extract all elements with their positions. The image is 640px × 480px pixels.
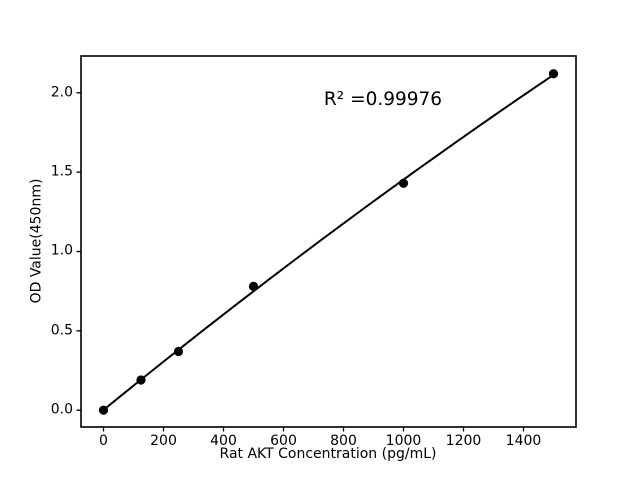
x-tick-label: 1200 <box>445 433 482 449</box>
y-axis-label: OD Value(450nm) <box>28 178 45 304</box>
data-point <box>548 69 559 79</box>
data-point <box>136 375 146 385</box>
y-tick-label: 1.0 <box>50 242 73 259</box>
x-tick-label: 800 <box>330 433 357 449</box>
y-tick-label: 0.0 <box>50 401 73 418</box>
x-tick-label: 600 <box>270 433 297 449</box>
r-squared-annotation: R² =0.99976 <box>323 88 443 110</box>
y-tick-label: 1.5 <box>50 163 73 180</box>
data-point <box>398 178 409 188</box>
y-tick-label: 0.5 <box>50 322 73 339</box>
x-tick-label: 1000 <box>385 433 422 449</box>
data-point <box>173 346 184 357</box>
y-tick-label: 2.0 <box>50 84 73 101</box>
x-tick-label: 1400 <box>505 433 542 449</box>
x-axis-label: Rat AKT Concentration (pg/mL) <box>219 446 437 462</box>
fit-line <box>102 73 555 411</box>
x-tick-label: 200 <box>150 433 177 449</box>
plot-frame <box>80 55 577 428</box>
x-tick-label: 400 <box>210 433 237 449</box>
data-point <box>248 281 259 292</box>
x-tick-label: 0 <box>99 433 108 449</box>
data-point <box>98 405 109 415</box>
